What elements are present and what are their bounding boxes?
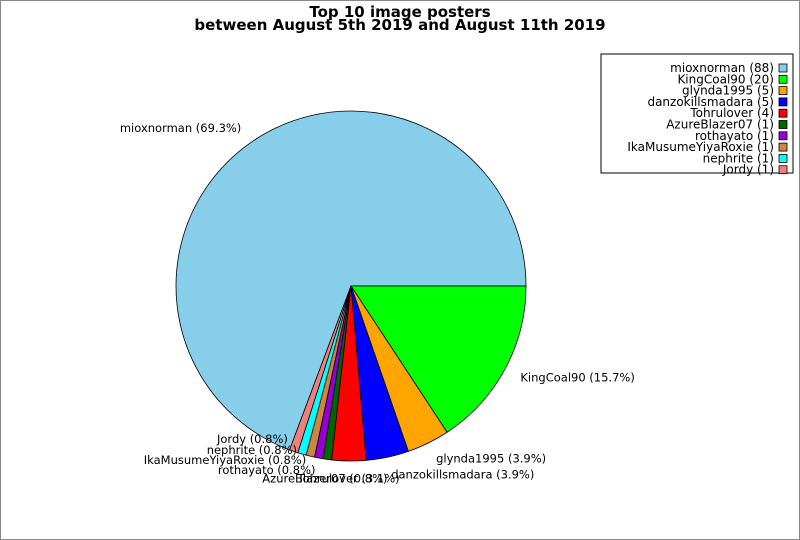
legend-swatch-ikamusumeyiyaroxie: [778, 142, 788, 152]
legend-swatch-azureblazer07: [778, 120, 788, 129]
slice-label-jordy: Jordy (0.8%): [216, 432, 288, 446]
chart-title: Top 10 image posters: [309, 3, 490, 21]
slice-label-azureblazer07: AzureBlazer07 (0.8%): [262, 472, 387, 486]
legend-swatch-mioxnorman: [778, 63, 788, 73]
legend-items: mioxnorman (88)KingCoal90 (20)glynda1995…: [627, 61, 788, 177]
legend-label-nephrite: nephrite (1): [703, 151, 774, 165]
legend-label-tohrulover: Tohrulover (4): [689, 106, 774, 120]
slice-label-mioxnorman: mioxnorman (69.3%): [120, 121, 241, 135]
legend-label-jordy: Jordy (1): [722, 163, 774, 177]
legend-swatch-danzokillsmadara: [778, 97, 788, 107]
legend-box: [600, 53, 794, 174]
slice-label-tohrulover: Tohrulover (3.1%): [297, 472, 400, 486]
slice-label-danzokillsmadara: danzokillsmadara (3.9%): [391, 467, 534, 481]
pie-slice-labels: mioxnorman (69.3%) KingCoal90 (15.7%) glyn…: [120, 121, 635, 486]
legend-label-danzokillsmadara: danzokillsmadara (5): [647, 95, 774, 109]
legend-swatch-jordy: [778, 165, 788, 175]
chart-subtitle: between August 5th 2019 and August 11th …: [194, 16, 605, 34]
pie-slice-kingcoal90: [350, 285, 527, 433]
slice-label-ikamusumeyiyaroxie: IkaMusumeYiyaRoxie (0.8%): [144, 453, 306, 467]
slice-label-nephrite: nephrite (0.8%): [207, 443, 297, 457]
legend-swatch-tohrulover: [778, 108, 788, 118]
legend-label-ikamusumeyiyaroxie: IkaMusumeYiyaRoxie (1): [627, 140, 774, 154]
legend-label-glynda1995: glynda1995 (5): [682, 84, 774, 98]
pie-slices: [175, 110, 527, 462]
legend-swatch-kingcoal90: [778, 74, 788, 84]
slice-label-kingcoal90: KingCoal90 (15.7%): [520, 370, 634, 384]
legend-swatch-glynda1995: [778, 86, 788, 95]
legend-label-kingcoal90: KingCoal90 (20): [677, 72, 774, 86]
legend-label-rothayato: rothayato (1): [695, 129, 774, 143]
slice-label-glynda1995: glynda1995 (3.9%): [436, 452, 546, 466]
slice-label-rothayato: rothayato (0.8%): [218, 463, 316, 477]
legend-label-mioxnorman: mioxnorman (88): [670, 61, 774, 75]
legend-swatch-nephrite: [778, 153, 788, 163]
pie-slice-mioxnorman: [175, 110, 527, 451]
legend: mioxnorman (88)KingCoal90 (20)glynda1995…: [600, 53, 794, 177]
legend-label-azureblazer07: AzureBlazer07 (1): [666, 118, 774, 132]
pie-slice-jordy: [289, 285, 352, 454]
legend-swatch-rothayato: [778, 131, 788, 141]
